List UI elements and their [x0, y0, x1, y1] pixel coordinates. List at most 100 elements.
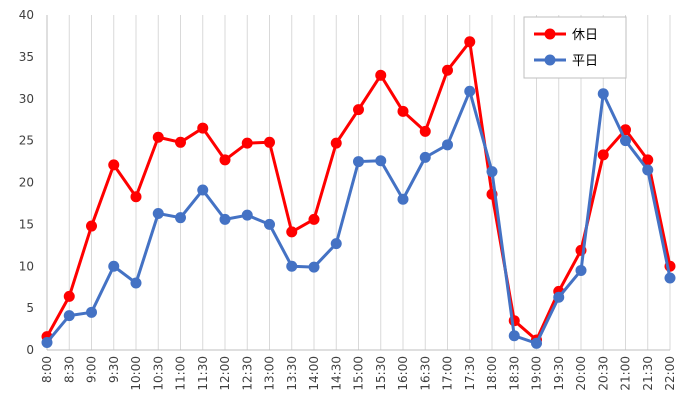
legend-marker-series-2 — [544, 54, 556, 66]
data-point — [152, 131, 164, 143]
x-tick-label: 8:00 — [40, 356, 54, 383]
data-point — [264, 136, 275, 148]
data-point — [63, 310, 75, 322]
data-point — [308, 213, 320, 225]
x-tick-label: 17:00 — [441, 356, 455, 391]
data-point — [442, 139, 453, 151]
data-point — [241, 209, 253, 221]
legend-item-series-1: 休日 — [534, 28, 598, 43]
x-tick-label: 9:30 — [107, 356, 121, 383]
data-point — [219, 213, 231, 225]
x-tick-label: 12:00 — [218, 356, 232, 391]
x-tick-label: 8:30 — [62, 356, 76, 383]
data-point — [442, 64, 453, 76]
data-point — [197, 184, 209, 196]
y-tick-label: 5 — [26, 301, 34, 315]
x-tick-label: 19:00 — [530, 356, 544, 391]
data-point — [375, 69, 387, 81]
data-point — [597, 88, 609, 100]
data-point — [419, 125, 431, 137]
x-tick-label: 22:00 — [663, 356, 677, 391]
data-point — [464, 36, 476, 48]
data-point — [152, 207, 164, 219]
y-tick-label: 30 — [19, 92, 34, 106]
data-point — [375, 155, 387, 167]
x-tick-label: 15:30 — [374, 356, 388, 391]
data-point — [397, 105, 409, 117]
x-tick-label: 17:30 — [463, 356, 477, 391]
y-tick-label: 40 — [19, 8, 34, 22]
data-point — [41, 336, 53, 348]
y-tick-label: 10 — [19, 259, 34, 273]
data-point — [63, 290, 75, 302]
vertical-gridlines — [46, 15, 671, 350]
x-axis-tick-labels: 8:00 8:30 9:00 9:30 10:00 10:30 11:00 11:30 12:0… — [40, 356, 677, 391]
data-point — [642, 154, 654, 166]
data-point — [664, 272, 676, 284]
x-tick-label: 20:30 — [596, 356, 610, 391]
y-tick-label: 35 — [19, 50, 34, 64]
x-tick-label: 21:00 — [619, 356, 633, 391]
data-point — [330, 137, 342, 149]
data-point — [86, 306, 97, 318]
data-point — [86, 220, 97, 232]
data-point — [219, 154, 231, 166]
x-tick-label: 13:00 — [263, 356, 277, 391]
data-point — [508, 330, 520, 342]
data-point — [108, 260, 120, 272]
data-point — [419, 151, 431, 163]
x-tick-label: 16:00 — [396, 356, 410, 391]
data-point — [620, 135, 631, 147]
legend-marker-series-1 — [544, 28, 556, 40]
data-point — [575, 264, 587, 276]
data-point — [175, 212, 186, 224]
data-point — [286, 226, 298, 238]
data-point — [486, 166, 498, 178]
x-tick-label: 13:30 — [285, 356, 299, 391]
x-tick-label: 21:30 — [641, 356, 655, 391]
data-point — [330, 238, 342, 250]
legend-label-series-2: 平日 — [572, 54, 598, 69]
x-tick-label: 11:00 — [174, 356, 188, 391]
data-point — [397, 193, 409, 205]
legend-label-series-1: 休日 — [572, 28, 598, 43]
data-point — [175, 136, 186, 148]
data-point — [130, 277, 142, 289]
x-tick-label: 18:00 — [485, 356, 499, 391]
axes — [46, 15, 670, 351]
x-tick-label: 10:00 — [129, 356, 143, 391]
legend-box — [523, 16, 627, 79]
data-series — [41, 36, 676, 349]
data-point — [642, 164, 654, 176]
data-point — [597, 149, 609, 161]
x-tick-label: 19:30 — [552, 356, 566, 391]
data-point — [353, 104, 364, 116]
data-point — [353, 156, 364, 168]
data-point — [241, 137, 253, 149]
y-axis-tick-labels: 0 5 10 15 20 25 30 35 40 — [19, 8, 34, 357]
data-point — [531, 337, 542, 349]
y-tick-label: 0 — [26, 343, 34, 357]
x-tick-label: 15:00 — [352, 356, 366, 391]
data-point — [108, 159, 120, 171]
legend-item-series-2: 平日 — [534, 54, 598, 69]
data-point — [197, 122, 209, 134]
data-point — [264, 218, 275, 230]
x-tick-label: 14:30 — [329, 356, 343, 391]
series-2 — [41, 85, 676, 349]
data-point — [308, 261, 320, 273]
x-tick-label: 11:30 — [196, 356, 210, 391]
x-tick-label: 10:30 — [151, 356, 165, 391]
x-tick-label: 18:30 — [507, 356, 521, 391]
x-tick-label: 14:00 — [307, 356, 321, 391]
x-tick-label: 20:00 — [574, 356, 588, 391]
x-tick-label: 9:00 — [85, 356, 99, 383]
y-tick-label: 15 — [19, 217, 34, 231]
data-point — [130, 191, 142, 203]
data-point — [553, 291, 565, 303]
x-tick-label: 16:30 — [418, 356, 432, 391]
y-tick-label: 25 — [19, 134, 34, 148]
legend: 休日 平日 — [523, 16, 627, 79]
data-point — [464, 85, 476, 97]
